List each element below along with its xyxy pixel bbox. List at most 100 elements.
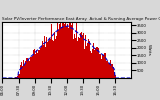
Bar bbox=[97, 47, 98, 78]
Bar bbox=[87, 43, 88, 78]
Bar bbox=[37, 53, 38, 78]
Bar bbox=[19, 74, 20, 78]
Bar bbox=[73, 39, 74, 78]
Bar bbox=[45, 47, 46, 78]
Bar bbox=[106, 61, 107, 78]
Bar bbox=[29, 61, 30, 78]
Bar bbox=[54, 32, 55, 78]
Bar bbox=[40, 48, 41, 78]
Bar bbox=[18, 74, 19, 78]
Bar bbox=[90, 50, 91, 78]
Bar bbox=[57, 19, 58, 78]
Bar bbox=[72, 20, 73, 78]
Bar bbox=[85, 35, 86, 78]
Bar bbox=[84, 49, 85, 78]
Bar bbox=[110, 60, 111, 78]
Bar bbox=[49, 38, 50, 78]
Bar bbox=[17, 76, 18, 78]
Bar bbox=[95, 48, 96, 78]
Bar bbox=[68, 28, 69, 78]
Bar bbox=[67, 24, 68, 78]
Bar bbox=[41, 46, 42, 78]
Bar bbox=[76, 21, 77, 78]
Bar bbox=[39, 50, 40, 78]
Bar bbox=[32, 56, 33, 78]
Bar bbox=[102, 55, 103, 78]
Bar bbox=[38, 50, 39, 78]
Bar bbox=[80, 33, 81, 78]
Bar bbox=[46, 37, 47, 78]
Bar bbox=[48, 36, 49, 78]
Bar bbox=[75, 38, 76, 78]
Bar bbox=[55, 39, 56, 78]
Bar bbox=[89, 41, 90, 78]
Bar bbox=[56, 36, 57, 78]
Bar bbox=[22, 66, 23, 78]
Bar bbox=[81, 32, 82, 78]
Bar bbox=[21, 62, 22, 78]
Bar bbox=[66, 27, 67, 78]
Bar bbox=[92, 49, 93, 78]
Bar bbox=[77, 41, 78, 78]
Bar bbox=[58, 30, 59, 78]
Bar bbox=[108, 63, 109, 78]
Bar bbox=[27, 58, 28, 78]
Bar bbox=[111, 64, 112, 78]
Bar bbox=[79, 38, 80, 78]
Bar bbox=[16, 77, 17, 78]
Bar bbox=[20, 65, 21, 78]
Bar bbox=[33, 50, 34, 78]
Bar bbox=[36, 50, 37, 78]
Bar bbox=[50, 39, 51, 78]
Bar bbox=[99, 58, 100, 78]
Bar bbox=[94, 50, 95, 78]
Bar bbox=[113, 67, 114, 78]
Bar bbox=[96, 47, 97, 78]
Bar bbox=[78, 37, 79, 78]
Bar bbox=[51, 24, 52, 78]
Bar bbox=[59, 24, 60, 78]
Bar bbox=[91, 53, 92, 78]
Bar bbox=[103, 55, 104, 78]
Bar bbox=[71, 25, 72, 78]
Bar bbox=[42, 41, 43, 78]
Bar bbox=[83, 33, 84, 78]
Bar bbox=[43, 45, 44, 78]
Bar bbox=[112, 64, 113, 78]
Bar bbox=[86, 46, 87, 78]
Bar bbox=[70, 19, 71, 78]
Bar bbox=[25, 61, 26, 78]
Bar bbox=[28, 59, 29, 78]
Bar bbox=[74, 34, 75, 78]
Bar bbox=[105, 53, 106, 78]
Bar bbox=[23, 63, 24, 78]
Bar bbox=[100, 54, 101, 78]
Bar bbox=[64, 24, 65, 78]
Bar bbox=[47, 42, 48, 78]
Bar bbox=[62, 21, 63, 78]
Bar bbox=[69, 21, 70, 78]
Bar bbox=[107, 61, 108, 78]
Bar bbox=[60, 23, 61, 78]
Bar bbox=[24, 65, 25, 78]
Bar bbox=[26, 58, 27, 78]
Bar bbox=[53, 41, 54, 78]
Bar bbox=[93, 43, 94, 78]
Bar bbox=[88, 39, 89, 78]
Bar bbox=[61, 27, 62, 78]
Bar bbox=[52, 40, 53, 78]
Y-axis label: Watts: Watts bbox=[147, 44, 151, 56]
Bar bbox=[109, 63, 110, 78]
Bar bbox=[115, 75, 116, 78]
Bar bbox=[30, 57, 31, 78]
Bar bbox=[101, 59, 102, 78]
Bar bbox=[114, 73, 115, 78]
Bar bbox=[104, 53, 105, 78]
Text: Solar PV/Inverter Performance East Array  Actual & Running Average Power Output: Solar PV/Inverter Performance East Array… bbox=[2, 17, 160, 21]
Bar bbox=[98, 48, 99, 78]
Bar bbox=[63, 20, 64, 78]
Bar bbox=[65, 28, 66, 78]
Bar bbox=[31, 57, 32, 78]
Bar bbox=[82, 36, 83, 78]
Bar bbox=[44, 36, 45, 78]
